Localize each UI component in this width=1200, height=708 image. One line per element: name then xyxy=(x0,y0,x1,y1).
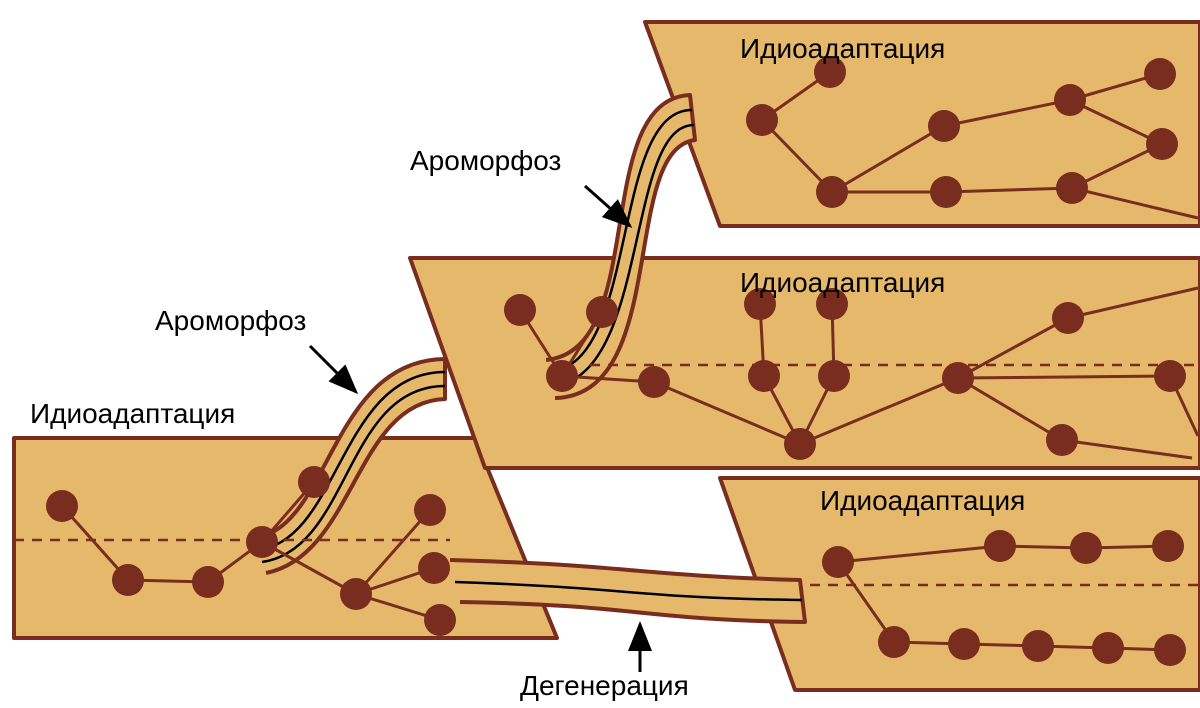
label-idio_left: Идиоадаптация xyxy=(30,398,235,429)
label-idio_bottom: Идиоадаптация xyxy=(820,485,1025,516)
node-t8 xyxy=(1144,58,1176,90)
label-idio_top: Идиоадаптация xyxy=(740,33,945,64)
node-b1 xyxy=(822,546,854,578)
node-b7 xyxy=(1070,532,1102,564)
node-b3 xyxy=(948,628,980,660)
node-l2 xyxy=(112,564,144,596)
node-m3 xyxy=(546,360,578,392)
node-t5 xyxy=(930,176,962,208)
label-aro_mid: Ароморфоз xyxy=(155,305,306,336)
node-b5 xyxy=(1092,632,1124,664)
node-l9 xyxy=(424,604,456,636)
node-t7 xyxy=(1056,172,1088,204)
node-m4 xyxy=(638,366,670,398)
node-t9 xyxy=(1146,128,1178,160)
node-l3 xyxy=(192,566,224,598)
node-m6 xyxy=(748,360,780,392)
label-degen: Дегенерация xyxy=(520,670,689,701)
node-l7 xyxy=(414,494,446,526)
node-b2 xyxy=(878,626,910,658)
node-m1 xyxy=(504,294,536,326)
node-l1 xyxy=(46,490,78,522)
pointer-aro_mid xyxy=(310,346,356,392)
node-m12 xyxy=(1046,424,1078,456)
label-aro_top: Ароморфоз xyxy=(410,145,561,176)
node-l8 xyxy=(418,552,450,584)
node-m9 xyxy=(784,428,816,460)
node-t4 xyxy=(928,110,960,142)
node-m13 xyxy=(1154,360,1186,392)
node-l5 xyxy=(298,466,330,498)
node-b4 xyxy=(1022,630,1054,662)
node-m11 xyxy=(1052,302,1084,334)
node-t6 xyxy=(1054,84,1086,116)
node-l6 xyxy=(340,578,372,610)
label-idio_mid: Идиоадаптация xyxy=(740,267,945,298)
node-t1 xyxy=(746,104,778,136)
node-b9 xyxy=(1154,634,1186,666)
node-l4 xyxy=(246,526,278,558)
node-b6 xyxy=(984,530,1016,562)
node-m2 xyxy=(586,296,618,328)
node-t3 xyxy=(816,176,848,208)
node-m8 xyxy=(818,360,850,392)
edge xyxy=(958,376,1170,378)
evolution-diagram: Идиоадаптация Идиоадаптация Идиоадаптация И… xyxy=(0,0,1200,708)
node-m10 xyxy=(942,362,974,394)
node-b8 xyxy=(1152,530,1184,562)
